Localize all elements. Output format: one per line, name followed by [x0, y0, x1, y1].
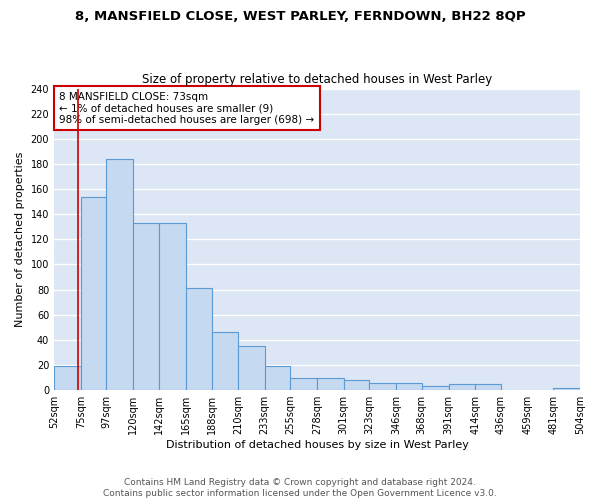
Bar [54, 366, 81, 390]
Bar [238, 346, 265, 390]
Bar [553, 388, 580, 390]
Bar [396, 382, 422, 390]
Bar [185, 288, 212, 390]
Text: Contains HM Land Registry data © Crown copyright and database right 2024.
Contai: Contains HM Land Registry data © Crown c… [103, 478, 497, 498]
Y-axis label: Number of detached properties: Number of detached properties [15, 152, 25, 327]
Bar [370, 382, 396, 390]
Bar [133, 223, 159, 390]
Bar [159, 223, 185, 390]
Bar [317, 378, 344, 390]
Bar [344, 380, 370, 390]
Bar [449, 384, 475, 390]
Bar [265, 366, 290, 390]
Bar [81, 196, 106, 390]
Bar [106, 159, 133, 390]
Bar [422, 386, 449, 390]
Bar [212, 332, 238, 390]
Bar [290, 378, 317, 390]
Bar [475, 384, 501, 390]
X-axis label: Distribution of detached houses by size in West Parley: Distribution of detached houses by size … [166, 440, 469, 450]
Text: 8 MANSFIELD CLOSE: 73sqm
← 1% of detached houses are smaller (9)
98% of semi-det: 8 MANSFIELD CLOSE: 73sqm ← 1% of detache… [59, 92, 314, 125]
Title: Size of property relative to detached houses in West Parley: Size of property relative to detached ho… [142, 73, 492, 86]
Text: 8, MANSFIELD CLOSE, WEST PARLEY, FERNDOWN, BH22 8QP: 8, MANSFIELD CLOSE, WEST PARLEY, FERNDOW… [74, 10, 526, 23]
